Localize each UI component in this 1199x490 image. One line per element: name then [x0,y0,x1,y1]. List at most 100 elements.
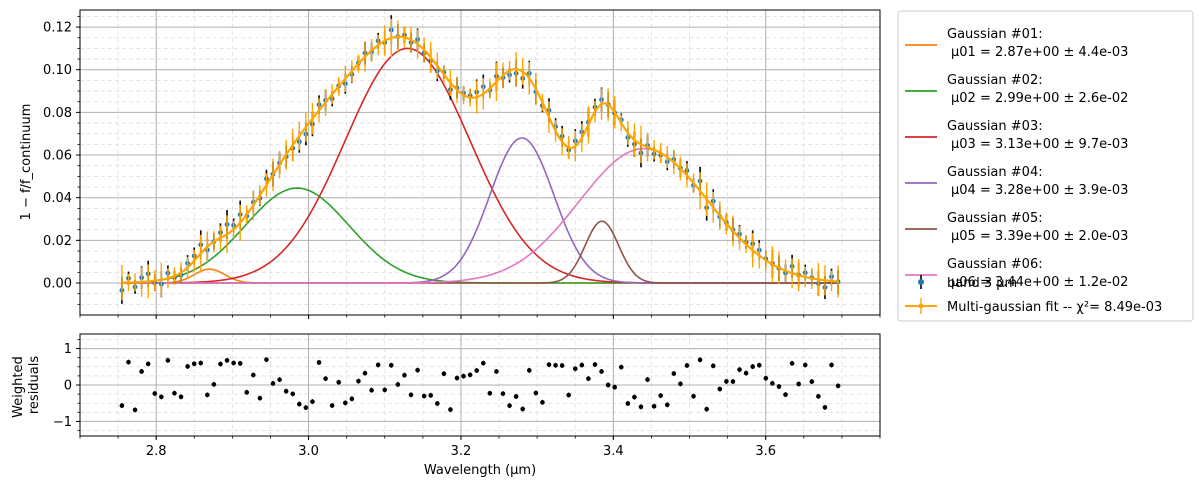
residual-point [796,381,801,387]
residual-point [829,362,834,368]
residual-point [691,393,696,399]
residual-point [145,361,151,367]
residual-point [763,376,769,381]
legend: Gaussian #01: μ01 = 2.87e+00 ± 4.4e-03 Gau… [897,10,1194,322]
residual-point [651,403,657,409]
residual-point [395,382,401,387]
residual-point [737,367,742,372]
legend-frame [897,10,1194,322]
residual-point [283,388,289,394]
residual-point [244,390,250,395]
residual-point [513,394,519,399]
residual-point [329,403,335,408]
residual-point [251,372,256,378]
legend-gaussian-4-param: μ04 = 3.28e+00 ± 3.9e-03 [951,183,1128,198]
legend-gaussian-6-param: μ06 = 3.44e+00 ± 1.2e-02 [951,275,1128,290]
residual-point [756,362,762,368]
legend-gaussian-1-param: μ01 = 2.87e+00 ± 4.4e-03 [951,45,1128,60]
residual-point [356,378,361,384]
residual-point [789,361,795,366]
residuals-xtick-label: 3.2 [451,444,472,459]
residual-point [822,405,828,410]
residual-point [382,387,388,393]
residuals-grid [79,334,881,436]
residual-point [369,387,374,393]
residual-point [428,393,434,398]
residual-point [434,401,440,406]
residual-point [678,381,683,387]
residual-point [185,364,190,369]
main-plot-frame [79,9,881,316]
residual-point [586,376,591,381]
residual-point [717,386,723,392]
residual-point [218,361,223,367]
residual-point [454,375,460,381]
residual-point [632,394,637,400]
residual-point [336,379,342,385]
residual-point [835,383,841,389]
residual-point [579,362,585,368]
residual-point [461,373,466,379]
residual-point [310,399,315,404]
residual-point [592,362,598,367]
residual-point [375,362,381,368]
residual-point [730,379,736,384]
residual-point [638,404,644,410]
residual-point [270,381,276,386]
residual-point [809,379,815,384]
main-ytick-label: 0.10 [43,63,72,78]
residuals-xtick-label: 3.0 [298,444,319,459]
legend-gaussian-5-param: μ05 = 3.39e+00 ± 2.0e-03 [951,229,1128,244]
residual-point [710,363,716,369]
residual-point [704,406,709,412]
residual-point [126,359,131,365]
residual-point [526,368,532,373]
main-ytick-label: 0.04 [43,191,72,206]
residual-point [664,402,670,408]
residuals-xtick-label: 3.4 [603,444,624,459]
residual-point [152,391,158,396]
residual-point [277,377,282,382]
residual-point [178,394,184,400]
residuals-ylabel-line2: residuals [27,356,42,415]
main-ytick-label: 0.12 [43,21,72,36]
legend-band-marker [918,279,924,285]
residuals-axis-ticks: 2.8 3.0 3.2 3.4 3.6 −1 0 1 [53,339,881,459]
legend-gaussian-3-param: μ03 = 3.13e+00 ± 9.7e-03 [951,137,1128,152]
residual-point [205,392,210,398]
residual-point [599,369,604,374]
residuals-xtick-label: 2.8 [146,444,167,459]
legend-gaussian-1-label: Gaussian #01: [947,27,1043,42]
residual-point [559,363,565,368]
residual-point [507,403,512,408]
residuals-ylabel-line1: Weighted [11,356,26,418]
residual-point [237,361,243,366]
residual-point [671,371,677,376]
residual-point [441,371,447,376]
residuals-ytick-label: 0 [64,379,72,394]
residual-point [783,392,788,397]
residual-points [119,357,841,413]
legend-band-label: band 3 μm [947,276,1017,291]
residual-point [605,382,611,388]
residual-point [224,358,230,363]
residual-point [697,357,703,363]
residual-point [132,407,138,413]
residual-point [645,377,650,382]
residual-point [264,357,269,362]
residual-point [290,391,296,397]
main-ylabel: 1 − f/f_continuum [19,104,34,221]
legend-gaussian-2-label: Gaussian #02: [947,73,1043,88]
residual-point [553,362,558,368]
residual-point [303,405,309,410]
residual-point [198,360,204,366]
residual-point [408,392,414,398]
residual-point [743,370,749,376]
main-plot: 0.00 0.02 0.04 0.06 0.08 0.10 0.12 1 − f/f_con… [19,9,881,319]
residual-point [231,360,236,366]
residual-point [776,384,782,389]
residual-point [566,392,572,398]
multi-gaussian-fit [121,18,839,301]
residual-point [297,401,302,407]
residuals-ylabel: Weighted residuals [11,352,42,418]
